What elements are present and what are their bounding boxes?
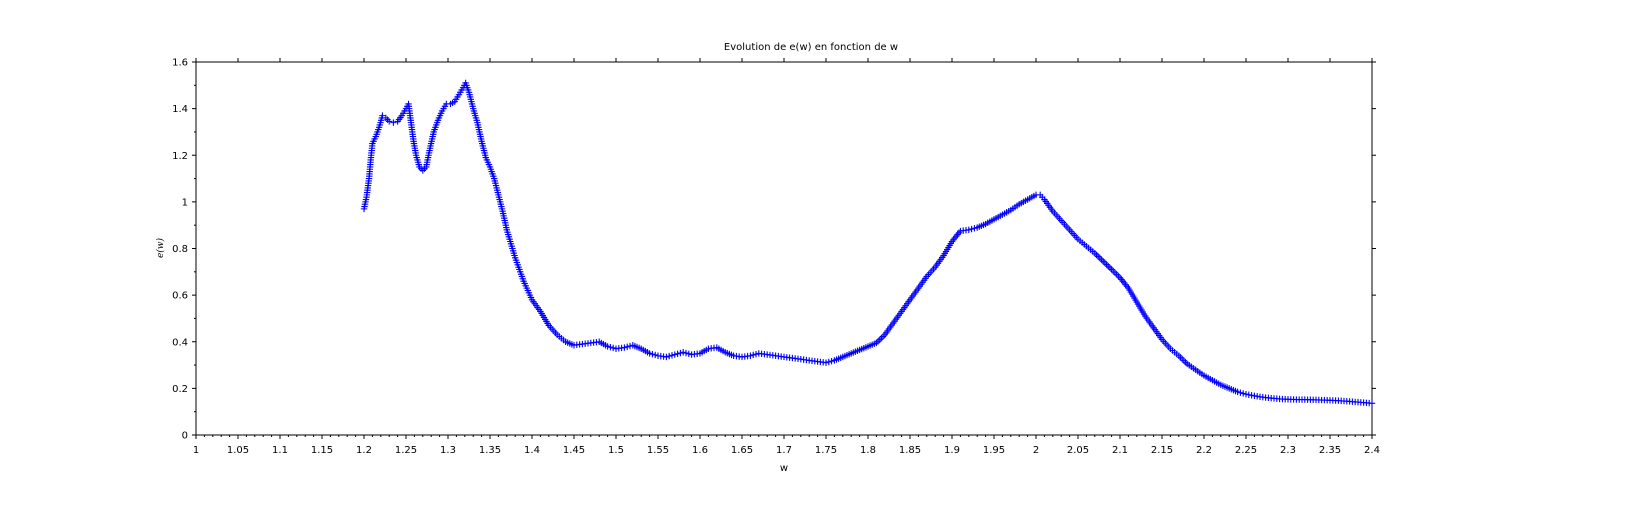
data-point-dense — [971, 225, 978, 232]
x-tick-label: 2.4 — [1364, 445, 1380, 456]
data-point — [379, 112, 386, 119]
x-tick-label: 1.75 — [815, 445, 837, 456]
data-point-dense — [610, 344, 617, 352]
x-tick-label: 2.15 — [1151, 445, 1173, 456]
y-axis: 0 0.2 0.4 0.6 0.8 1 1.2 1.4 1.6 — [172, 58, 1376, 442]
y-tick-label: 0.6 — [172, 291, 188, 302]
x-tick-label: 1.15 — [311, 445, 333, 456]
data-point-dense — [1237, 389, 1244, 396]
y-tick-label: 0.8 — [172, 244, 188, 255]
data-point-dense — [968, 225, 975, 233]
x-tick-label: 2.2 — [1196, 445, 1212, 456]
x-tick-label: 1.5 — [608, 445, 624, 456]
data-point — [822, 359, 830, 366]
x-tick-label: 1.4 — [524, 445, 540, 456]
data-point-dense — [685, 350, 692, 357]
x-tick-label: 1.65 — [731, 445, 753, 456]
y-tick-label: 1.4 — [172, 104, 188, 115]
x-tick-label: 1.9 — [944, 445, 960, 456]
x-tick-label: 1 — [193, 445, 199, 456]
y-tick-label: 1.2 — [172, 151, 188, 162]
x-tick-label: 1.1 — [272, 445, 288, 456]
chart-title: Evolution de e(w) en fonction de w — [724, 42, 898, 53]
x-tick-label: 1.05 — [227, 445, 249, 456]
data-point-dense — [674, 350, 681, 357]
x-tick-label: 1.55 — [647, 445, 669, 456]
data-point — [646, 350, 653, 357]
data-point-dense — [677, 349, 684, 357]
y-tick-label: 0.2 — [172, 384, 188, 395]
x-axis: 1 1.05 1.1 1.15 1.2 1.25 1.3 1.35 1.4 1.45 1.5 1.55… — [193, 58, 1380, 456]
x-tick-label: 1.85 — [899, 445, 921, 456]
x-tick-label: 2.1 — [1112, 445, 1128, 456]
data-point-dense — [825, 358, 832, 366]
data-point-dense — [666, 352, 673, 360]
data-point — [1368, 400, 1376, 407]
x-tick-label: 2.3 — [1280, 445, 1296, 456]
data-point — [386, 118, 393, 125]
x-tick-label: 2 — [1033, 445, 1039, 456]
x-tick-label: 1.8 — [860, 445, 876, 456]
data-point-dense — [682, 349, 690, 357]
x-tick-label: 1.6 — [692, 445, 708, 456]
data-markers — [360, 79, 1376, 407]
data-point-dense — [752, 350, 760, 358]
x-tick-label: 1.3 — [440, 445, 456, 456]
data-point-dense — [828, 357, 835, 365]
data-point-dense — [750, 351, 757, 359]
x-tick-label: 1.45 — [563, 445, 585, 456]
data-point-dense — [607, 343, 614, 351]
data-point-dense — [649, 350, 656, 358]
data-point — [671, 351, 678, 358]
y-tick-label: 1.6 — [172, 58, 188, 69]
x-tick-label: 1.2 — [356, 445, 372, 456]
x-tick-label: 2.25 — [1235, 445, 1257, 456]
data-point — [604, 343, 611, 350]
data-point — [663, 353, 670, 361]
data-point-dense — [624, 343, 631, 351]
x-tick-label: 1.7 — [776, 445, 792, 456]
y-axis-label: e(w) — [155, 237, 166, 258]
x-tick-label: 1.95 — [983, 445, 1005, 456]
x-tick-label: 1.35 — [479, 445, 501, 456]
x-tick-label: 2.35 — [1319, 445, 1341, 456]
y-tick-label: 0.4 — [172, 337, 188, 348]
data-point — [680, 349, 687, 356]
y-tick-label: 0 — [182, 431, 188, 442]
data-point — [621, 344, 628, 351]
x-tick-label: 2.05 — [1067, 445, 1089, 456]
data-point-dense — [668, 352, 676, 359]
data-point-dense — [1240, 390, 1247, 397]
data-point — [390, 119, 397, 126]
x-axis-label: w — [780, 463, 788, 474]
data-point — [965, 226, 972, 234]
data-point — [1234, 388, 1241, 396]
y-tick-label: 1 — [182, 197, 188, 208]
x-tick-label: 1.25 — [395, 445, 417, 456]
data-point — [747, 352, 754, 359]
data-point-dense — [652, 351, 659, 359]
